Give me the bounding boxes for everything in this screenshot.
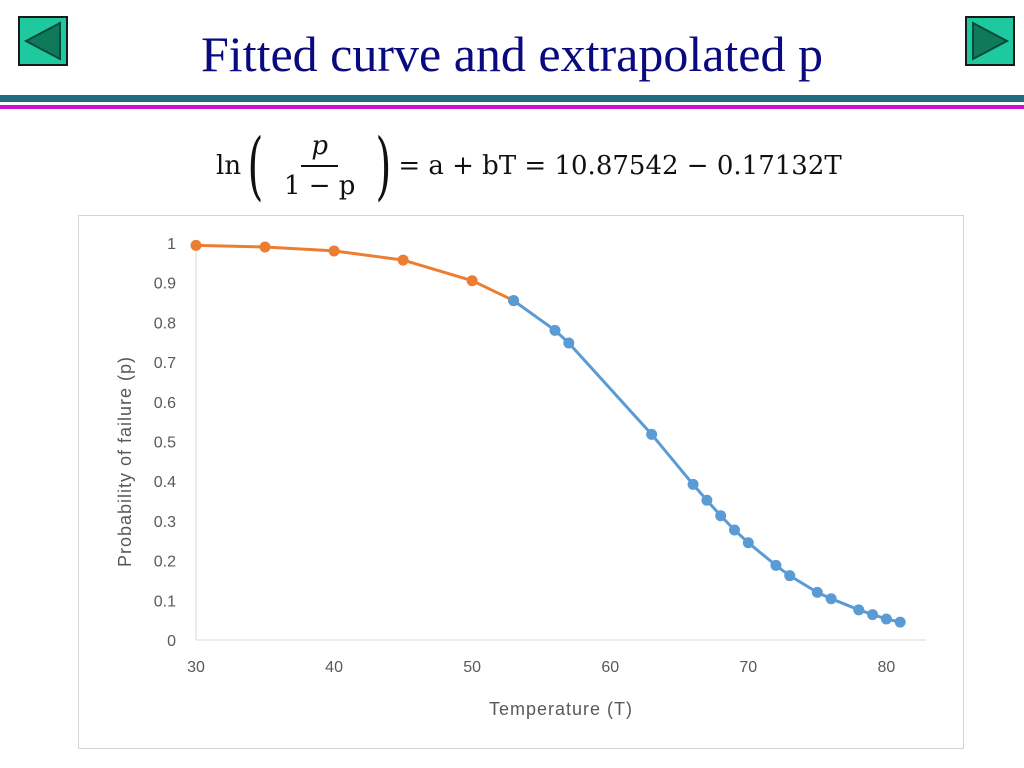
next-slide-button[interactable] xyxy=(965,16,1015,66)
series-2-point xyxy=(853,604,865,616)
y-tick-label: 0.5 xyxy=(154,435,176,452)
y-tick-label: 0.9 xyxy=(154,276,176,293)
y-axis-title: Probability of failure (p) xyxy=(115,356,135,567)
formula-close-paren: ) xyxy=(375,123,392,209)
series-2-point xyxy=(549,324,561,336)
y-tick-label: 0.6 xyxy=(154,395,176,412)
series-line-2 xyxy=(512,299,901,624)
y-tick-label: 0.3 xyxy=(154,514,176,531)
x-axis-title: Temperature (T) xyxy=(489,699,633,719)
series-1-point xyxy=(397,254,409,266)
y-tick-label: 0.7 xyxy=(154,355,176,372)
series-1-point xyxy=(466,275,478,287)
y-tick-label: 0.4 xyxy=(154,474,176,491)
series-2-point xyxy=(729,524,740,536)
series-2-point xyxy=(715,510,727,522)
series-1-point xyxy=(190,239,202,251)
series-2-point xyxy=(508,295,520,307)
probability-chart: 0 0.1 0.2 0.3 0.4 0.5 0.6 0.7 0.8 0.9 1 30 40 50 60 70 8… xyxy=(115,236,926,719)
y-tick-label: 0.2 xyxy=(154,554,176,571)
series-2-point xyxy=(811,586,823,598)
x-tick-label: 50 xyxy=(463,659,481,676)
x-tick-label: 80 xyxy=(877,659,895,676)
series-2-point xyxy=(701,494,713,506)
formula-ln: ln xyxy=(216,151,242,181)
x-tick-label: 70 xyxy=(739,659,757,676)
triangle-left-icon xyxy=(23,21,61,61)
series-line-1 xyxy=(195,243,515,302)
x-tick-label: 30 xyxy=(187,659,205,676)
y-tick-label: 1 xyxy=(167,236,176,253)
triangle-right-icon xyxy=(972,21,1010,61)
series-2-point xyxy=(563,337,575,349)
formula-numerator: p xyxy=(301,131,339,167)
title-divider-teal xyxy=(0,95,1024,102)
series-2-point xyxy=(825,593,837,605)
chart-area: 0 0.1 0.2 0.3 0.4 0.5 0.6 0.7 0.8 0.9 1 30 40 50 60 70 8… xyxy=(78,215,964,749)
series-2-point xyxy=(867,609,879,621)
title-divider-magenta xyxy=(0,105,1024,109)
series-2-point xyxy=(770,559,782,571)
y-tick-label: 0.8 xyxy=(154,315,176,332)
series-2-point xyxy=(742,537,754,549)
previous-slide-button[interactable] xyxy=(18,16,68,66)
y-tick-label: 0.1 xyxy=(154,593,176,610)
x-tick-label: 40 xyxy=(325,659,343,676)
formula-denominator: 1 − p xyxy=(283,171,356,201)
x-tick-label: 60 xyxy=(601,659,619,676)
series-1-point xyxy=(259,241,271,253)
series-2-point xyxy=(687,478,699,490)
formula-fraction: p 1 − p xyxy=(274,131,366,201)
logit-formula: ln ( p 1 − p ) = a + bT = 10.87542 − 0.1… xyxy=(216,120,842,212)
series-2-point xyxy=(880,613,892,625)
series-2-point xyxy=(894,616,906,628)
page-title: Fitted curve and extrapolated p xyxy=(201,26,823,82)
series-2-point xyxy=(784,570,796,582)
series-2-point xyxy=(646,428,658,440)
y-tick-label: 0 xyxy=(167,633,176,650)
series-1-point xyxy=(328,245,340,257)
formula-open-paren: ( xyxy=(247,123,264,209)
formula-rhs: = a + bT = 10.87542 − 0.17132T xyxy=(398,151,842,181)
